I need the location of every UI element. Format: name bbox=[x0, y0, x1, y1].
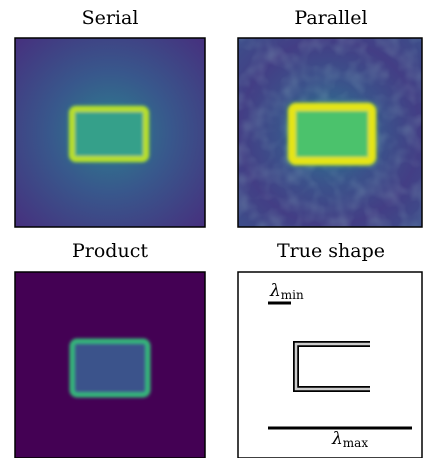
panel-title: Parallel bbox=[294, 7, 367, 29]
parallel-image bbox=[238, 38, 422, 227]
figure: Serial Parallel Product True shape λmin … bbox=[0, 0, 423, 458]
label-part: λ bbox=[269, 281, 281, 301]
serial-image bbox=[15, 38, 205, 227]
panel-title: True shape bbox=[277, 240, 385, 262]
label-part: max bbox=[343, 436, 369, 450]
true-shape: λmin λmax bbox=[238, 272, 422, 458]
label-part: min bbox=[281, 288, 304, 302]
panel-title: Product bbox=[72, 240, 148, 262]
label-part: λ bbox=[331, 429, 343, 449]
panel-title: Serial bbox=[82, 7, 139, 29]
product-image bbox=[15, 272, 205, 458]
